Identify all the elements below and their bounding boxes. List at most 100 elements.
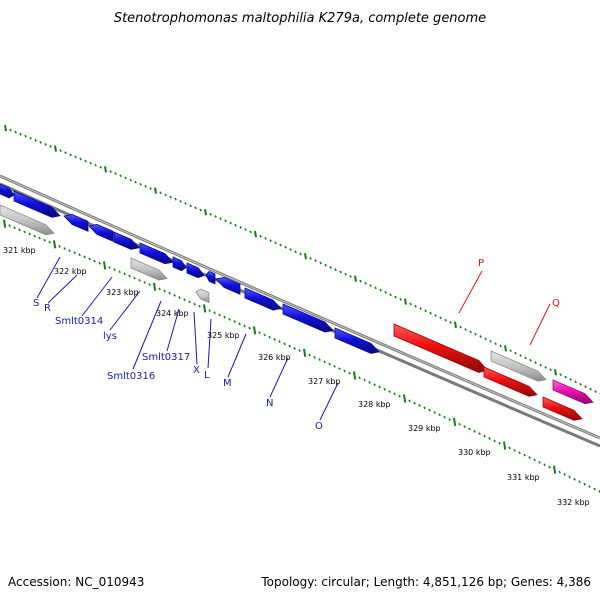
gene-label-R[interactable]: R xyxy=(44,303,51,314)
gene-arrow-red-2[interactable] xyxy=(483,366,538,397)
outer-track-tick xyxy=(9,128,12,132)
gene-arrow-blue-1[interactable] xyxy=(0,183,15,199)
outer-track-tick xyxy=(559,373,562,377)
outer-track-tick xyxy=(249,230,252,234)
outer-track-tick xyxy=(254,230,257,238)
gene-label-Q[interactable]: Q xyxy=(552,298,560,309)
inner-track-tick xyxy=(428,408,431,412)
gene-arrow-blue-10[interactable] xyxy=(215,277,241,295)
gene-arrow-blue-3[interactable] xyxy=(63,214,89,232)
inner-track-tick xyxy=(148,283,151,286)
outer-track-tick xyxy=(384,291,387,294)
outer-track-tick xyxy=(489,339,492,343)
gene-label-leader-line xyxy=(227,333,247,378)
gene-arrow-blue-8[interactable] xyxy=(186,262,205,279)
outer-track-tick xyxy=(29,136,32,140)
gene-arrow-blue-11[interactable] xyxy=(244,287,282,311)
inner-track-tick xyxy=(553,465,557,474)
outer-track-tick xyxy=(184,202,187,205)
inner-track-tick xyxy=(3,219,7,228)
inner-track-tick xyxy=(283,342,286,346)
outer-track-tick xyxy=(84,159,87,163)
outer-track-tick xyxy=(244,228,247,232)
gene-label-lys[interactable]: lys xyxy=(103,331,117,342)
outer-track-tick xyxy=(134,180,137,184)
outer-track-tick xyxy=(99,165,102,169)
gene-arrow-red-3[interactable] xyxy=(542,396,583,421)
outer-track-tick xyxy=(344,272,347,276)
outer-track-tick xyxy=(329,266,332,269)
gene-label-leader-line xyxy=(81,276,113,317)
inner-track-tick xyxy=(393,392,396,396)
gene-arrow-blue-4[interactable] xyxy=(88,224,114,242)
gene-arrow-pink-1[interactable] xyxy=(552,379,594,405)
gene-arrow-blue-9[interactable] xyxy=(205,270,216,285)
outer-track-tick xyxy=(69,153,72,157)
gene-label-Smlt0314[interactable]: Smlt0314 xyxy=(55,316,103,327)
inner-track-tick xyxy=(138,278,141,282)
tick-label-324: 324 kbp xyxy=(156,309,189,318)
gene-arrow-blue-5[interactable] xyxy=(113,231,140,250)
gene-arrow-blue-6[interactable] xyxy=(139,242,174,265)
inner-track-tick xyxy=(398,394,401,398)
inner-track-tick xyxy=(508,446,511,450)
gene-arrow-red-1[interactable] xyxy=(393,323,488,373)
inner-track-tick xyxy=(43,238,46,242)
gene-label-leader-line xyxy=(166,308,180,352)
inner-track-tick xyxy=(98,261,101,265)
inner-track-tick xyxy=(493,439,496,443)
gene-label-M[interactable]: M xyxy=(223,378,232,389)
inner-track-tick xyxy=(163,289,166,293)
inner-track-tick xyxy=(173,293,176,297)
outer-track-tick xyxy=(24,134,27,138)
gene-arrow-blue-12[interactable] xyxy=(282,303,334,333)
outer-track-tick xyxy=(79,157,82,161)
inner-track-tick xyxy=(443,415,446,419)
gene-label-L[interactable]: L xyxy=(204,370,210,381)
gene-label-X[interactable]: X xyxy=(193,365,200,376)
outer-track-tick xyxy=(189,204,192,208)
gene-label-N[interactable]: N xyxy=(266,398,273,409)
inner-track-tick xyxy=(478,432,481,436)
gene-arrow-grey-4[interactable] xyxy=(490,350,547,382)
outer-track-tick xyxy=(39,140,42,144)
gene-label-Smlt0317[interactable]: Smlt0317 xyxy=(142,352,190,363)
inner-track-tick xyxy=(348,371,351,375)
inner-track-tick xyxy=(483,434,486,438)
inner-track-tick xyxy=(143,281,146,284)
gene-label-Smlt0316[interactable]: Smlt0316 xyxy=(107,371,155,382)
inner-track-tick xyxy=(403,394,407,403)
inner-track-tick xyxy=(358,376,361,380)
inner-track-tick xyxy=(463,425,466,429)
gene-arrow-blue-2[interactable] xyxy=(13,190,61,218)
gene-label-S[interactable]: S xyxy=(33,298,39,309)
gene-arrow-grey-2[interactable] xyxy=(130,257,168,281)
gene-arrow-grey-1[interactable] xyxy=(0,204,55,236)
gene-label-O[interactable]: O xyxy=(315,421,323,432)
outer-track-tick xyxy=(89,161,92,165)
inner-track-tick xyxy=(418,404,421,407)
outer-track-tick xyxy=(4,124,7,132)
inner-track-tick xyxy=(523,453,526,457)
gene-arrow-blue-7[interactable] xyxy=(172,256,187,272)
outer-track-tick xyxy=(304,253,307,260)
inner-track-tick xyxy=(353,371,357,380)
inner-track-tick xyxy=(378,385,381,389)
outer-track-tick xyxy=(564,375,567,379)
outer-track-tick xyxy=(359,279,362,283)
outer-track-tick xyxy=(279,243,282,247)
inner-track-tick xyxy=(558,470,561,474)
inner-track-tick xyxy=(268,335,271,339)
inner-track-tick xyxy=(183,298,186,302)
outer-track-tick xyxy=(369,284,372,288)
gene-arrow-blue-13[interactable] xyxy=(334,327,380,354)
outer-track-tick xyxy=(499,344,502,348)
inner-track-tick xyxy=(213,311,216,315)
gene-arrow-grey-3[interactable] xyxy=(195,288,210,304)
outer-track-tick xyxy=(309,257,312,260)
inner-track-tick xyxy=(83,255,86,259)
outer-track-tick xyxy=(264,237,267,240)
gene-label-P[interactable]: P xyxy=(478,258,484,269)
inner-track-tick xyxy=(468,427,471,431)
